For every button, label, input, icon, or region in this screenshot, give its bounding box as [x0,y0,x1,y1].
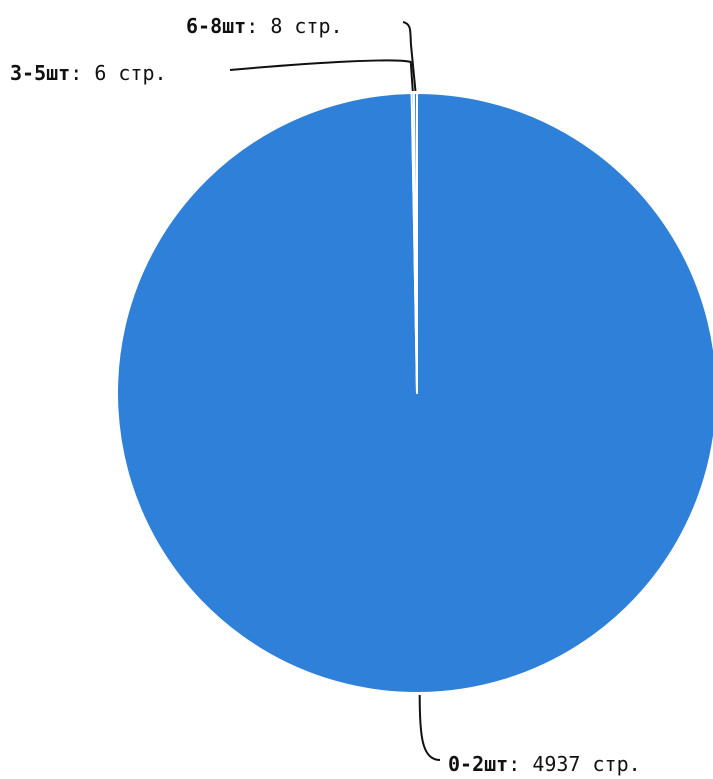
data-label-category: 3-5шт [10,61,70,85]
leader-line-0-2 [418,694,441,761]
data-label-separator: : [246,14,270,38]
pie-slice-0-2 [116,92,713,694]
data-label-0-2: 0-2шт: 4937 стр. [448,752,641,776]
data-label-value: 4937 стр. [532,752,640,776]
data-label-separator: : [508,752,532,776]
pie-slice-6-8 [412,92,418,394]
data-label-category: 0-2шт [448,752,508,776]
pie-slices [116,92,713,694]
leader-line-6-8 [402,21,417,92]
data-labels: 0-2шт: 4937 стр. 3-5шт: 6 стр. 6-8шт: 8 … [10,14,641,776]
data-label-3-5: 3-5шт: 6 стр. [10,61,167,85]
data-label-value: 8 стр. [270,14,342,38]
leader-line-3-5 [229,59,414,92]
data-label-separator: : [70,61,94,85]
leader-lines [229,21,441,761]
data-label-6-8: 6-8шт: 8 стр. [186,14,343,38]
data-label-category: 6-8шт [186,14,246,38]
data-label-value: 6 стр. [94,61,166,85]
